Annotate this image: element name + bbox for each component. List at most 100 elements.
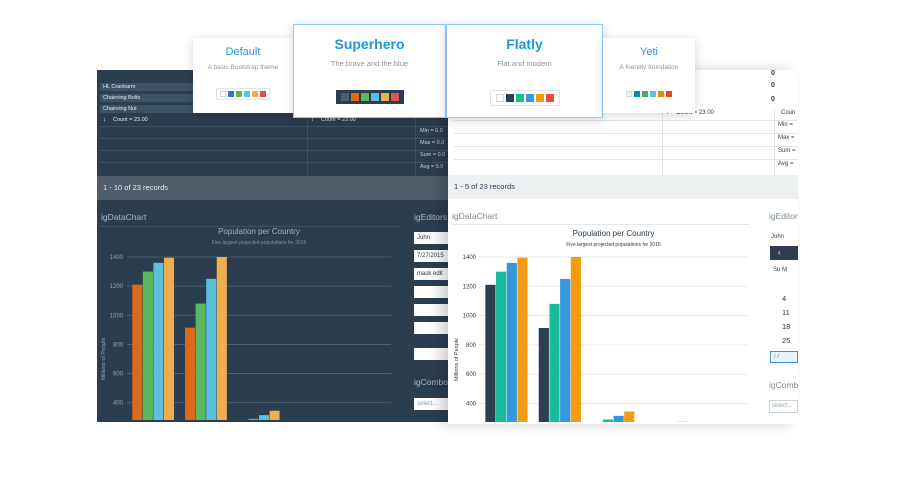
y-tick-label: 1000 bbox=[463, 314, 477, 320]
summary-min: Min = 0.0 bbox=[420, 128, 443, 134]
section-title-combo: igCombo bbox=[769, 380, 798, 390]
theme-swatches bbox=[489, 90, 560, 106]
calendar-day[interactable]: 11 bbox=[782, 308, 790, 317]
color-swatch bbox=[634, 91, 640, 97]
color-swatch bbox=[252, 91, 258, 97]
y-tick-label: 600 bbox=[113, 372, 124, 378]
color-swatch bbox=[658, 91, 664, 97]
bar bbox=[570, 257, 581, 422]
grid-divider bbox=[774, 110, 775, 175]
currency-editor-input[interactable] bbox=[414, 304, 457, 316]
color-swatch bbox=[350, 93, 359, 101]
grid-divider bbox=[100, 126, 457, 127]
date-editor-input[interactable]: 7/27/2015 bbox=[414, 250, 457, 262]
theme-name: Superhero bbox=[334, 36, 405, 52]
color-swatch bbox=[666, 91, 672, 97]
theme-swatches bbox=[216, 88, 270, 100]
color-swatch bbox=[650, 91, 656, 97]
y-tick-label: 400 bbox=[466, 401, 477, 407]
text-editor-input[interactable]: John bbox=[769, 232, 798, 245]
grid-divider bbox=[100, 162, 457, 163]
summary-count-label: Count = 23.00 bbox=[113, 117, 148, 123]
bar bbox=[195, 303, 206, 420]
section-title-datachart: igDataChart bbox=[452, 211, 498, 221]
color-swatch bbox=[515, 94, 524, 102]
mask-editor-input[interactable]: mask edit bbox=[414, 268, 457, 280]
color-swatch bbox=[228, 91, 234, 97]
theme-card-flatly[interactable]: Flatly Flat and modern bbox=[446, 24, 603, 118]
combo-input[interactable]: select... bbox=[769, 400, 798, 413]
summary-max: Max = bbox=[778, 135, 795, 141]
sort-icon[interactable]: ↕ bbox=[666, 110, 669, 116]
calendar-prev-button[interactable]: ‹ bbox=[770, 246, 798, 260]
bar bbox=[248, 418, 259, 420]
date-picker-input[interactable]: / / bbox=[770, 351, 798, 363]
checkbox-editor-input[interactable] bbox=[414, 348, 457, 360]
bar bbox=[206, 278, 217, 420]
section-divider bbox=[452, 224, 750, 225]
bar bbox=[185, 327, 196, 420]
y-tick-label: 1400 bbox=[463, 255, 477, 261]
calendar-day[interactable]: 25 bbox=[782, 336, 791, 345]
theme-card-superhero[interactable]: Superhero The brave and the blue bbox=[293, 24, 446, 118]
calendar-weekday-header: Su M bbox=[773, 267, 788, 273]
bar bbox=[269, 410, 280, 420]
sort-icon[interactable]: ↕ bbox=[103, 117, 106, 123]
grid-pager: 1 - 10 of 23 records bbox=[97, 176, 457, 200]
theme-name: Yeti bbox=[640, 46, 658, 58]
section-title-datachart: igDataChart bbox=[101, 212, 147, 222]
summary-avg: Avg = 0.0 bbox=[420, 164, 444, 170]
y-axis-label: Millions of People bbox=[454, 338, 460, 381]
color-swatch bbox=[370, 93, 379, 101]
bar bbox=[602, 419, 613, 422]
theme-description: The brave and the blue bbox=[330, 59, 409, 68]
grid-divider bbox=[307, 117, 308, 175]
combo-input[interactable]: select... bbox=[414, 398, 457, 410]
bar bbox=[538, 328, 549, 422]
grid-value: 0 bbox=[771, 70, 775, 77]
theme-card-default[interactable]: Default A basic Bootstrap theme bbox=[193, 38, 293, 113]
percent-editor-input[interactable] bbox=[414, 322, 457, 334]
summary-min: Min = bbox=[778, 122, 793, 128]
y-tick-label: 1000 bbox=[110, 313, 124, 319]
grid-pager: 1 - 5 of 23 records bbox=[448, 175, 798, 199]
calendar-day[interactable]: 18 bbox=[782, 322, 791, 331]
color-swatch bbox=[244, 91, 250, 97]
bar bbox=[496, 271, 507, 422]
dark-population-chart: Population per Country Five largest proje… bbox=[101, 227, 391, 420]
summary-count-label: Count = 23.00 bbox=[676, 110, 714, 116]
bar bbox=[560, 278, 571, 422]
bar bbox=[132, 284, 143, 420]
calendar-day[interactable]: 4 bbox=[782, 294, 787, 303]
text-editor-input[interactable]: John bbox=[414, 232, 457, 244]
flatly-preview-panel: 0 0 0 ↕ Count = 23.00 Coun Min = Max = S… bbox=[448, 70, 798, 424]
bar bbox=[549, 303, 560, 422]
summary-count-label: Coun bbox=[781, 110, 796, 116]
bar bbox=[163, 257, 175, 420]
summary-avg: Avg = bbox=[778, 161, 794, 167]
color-swatch bbox=[360, 93, 369, 101]
color-swatch bbox=[626, 91, 632, 97]
bar bbox=[517, 257, 528, 422]
theme-name: Flatly bbox=[506, 36, 543, 52]
sort-icon[interactable]: ↕ bbox=[311, 117, 314, 123]
grid-divider bbox=[100, 138, 457, 139]
chart-title: Population per Country bbox=[573, 229, 655, 238]
bar bbox=[142, 271, 153, 420]
color-swatch bbox=[505, 94, 514, 102]
y-tick-label: 800 bbox=[113, 342, 124, 348]
bar bbox=[216, 257, 227, 420]
section-divider bbox=[100, 226, 400, 227]
theme-card-yeti[interactable]: Yeti A friendly foundation bbox=[603, 38, 695, 113]
bar bbox=[153, 262, 164, 420]
color-swatch bbox=[236, 91, 242, 97]
y-tick-label: 600 bbox=[466, 372, 477, 378]
y-tick-label: 400 bbox=[113, 401, 124, 407]
superhero-preview-panel: HL Crankarm Chainring Bolts Chainring Nu… bbox=[97, 70, 457, 422]
color-swatch bbox=[380, 93, 389, 101]
theme-name: Default bbox=[225, 46, 261, 58]
summary-count-label: Count = 23.00 bbox=[321, 117, 356, 123]
numeric-editor-input[interactable] bbox=[414, 286, 457, 298]
grid-divider bbox=[454, 133, 798, 134]
section-title-combo: igCombo bbox=[414, 377, 449, 387]
